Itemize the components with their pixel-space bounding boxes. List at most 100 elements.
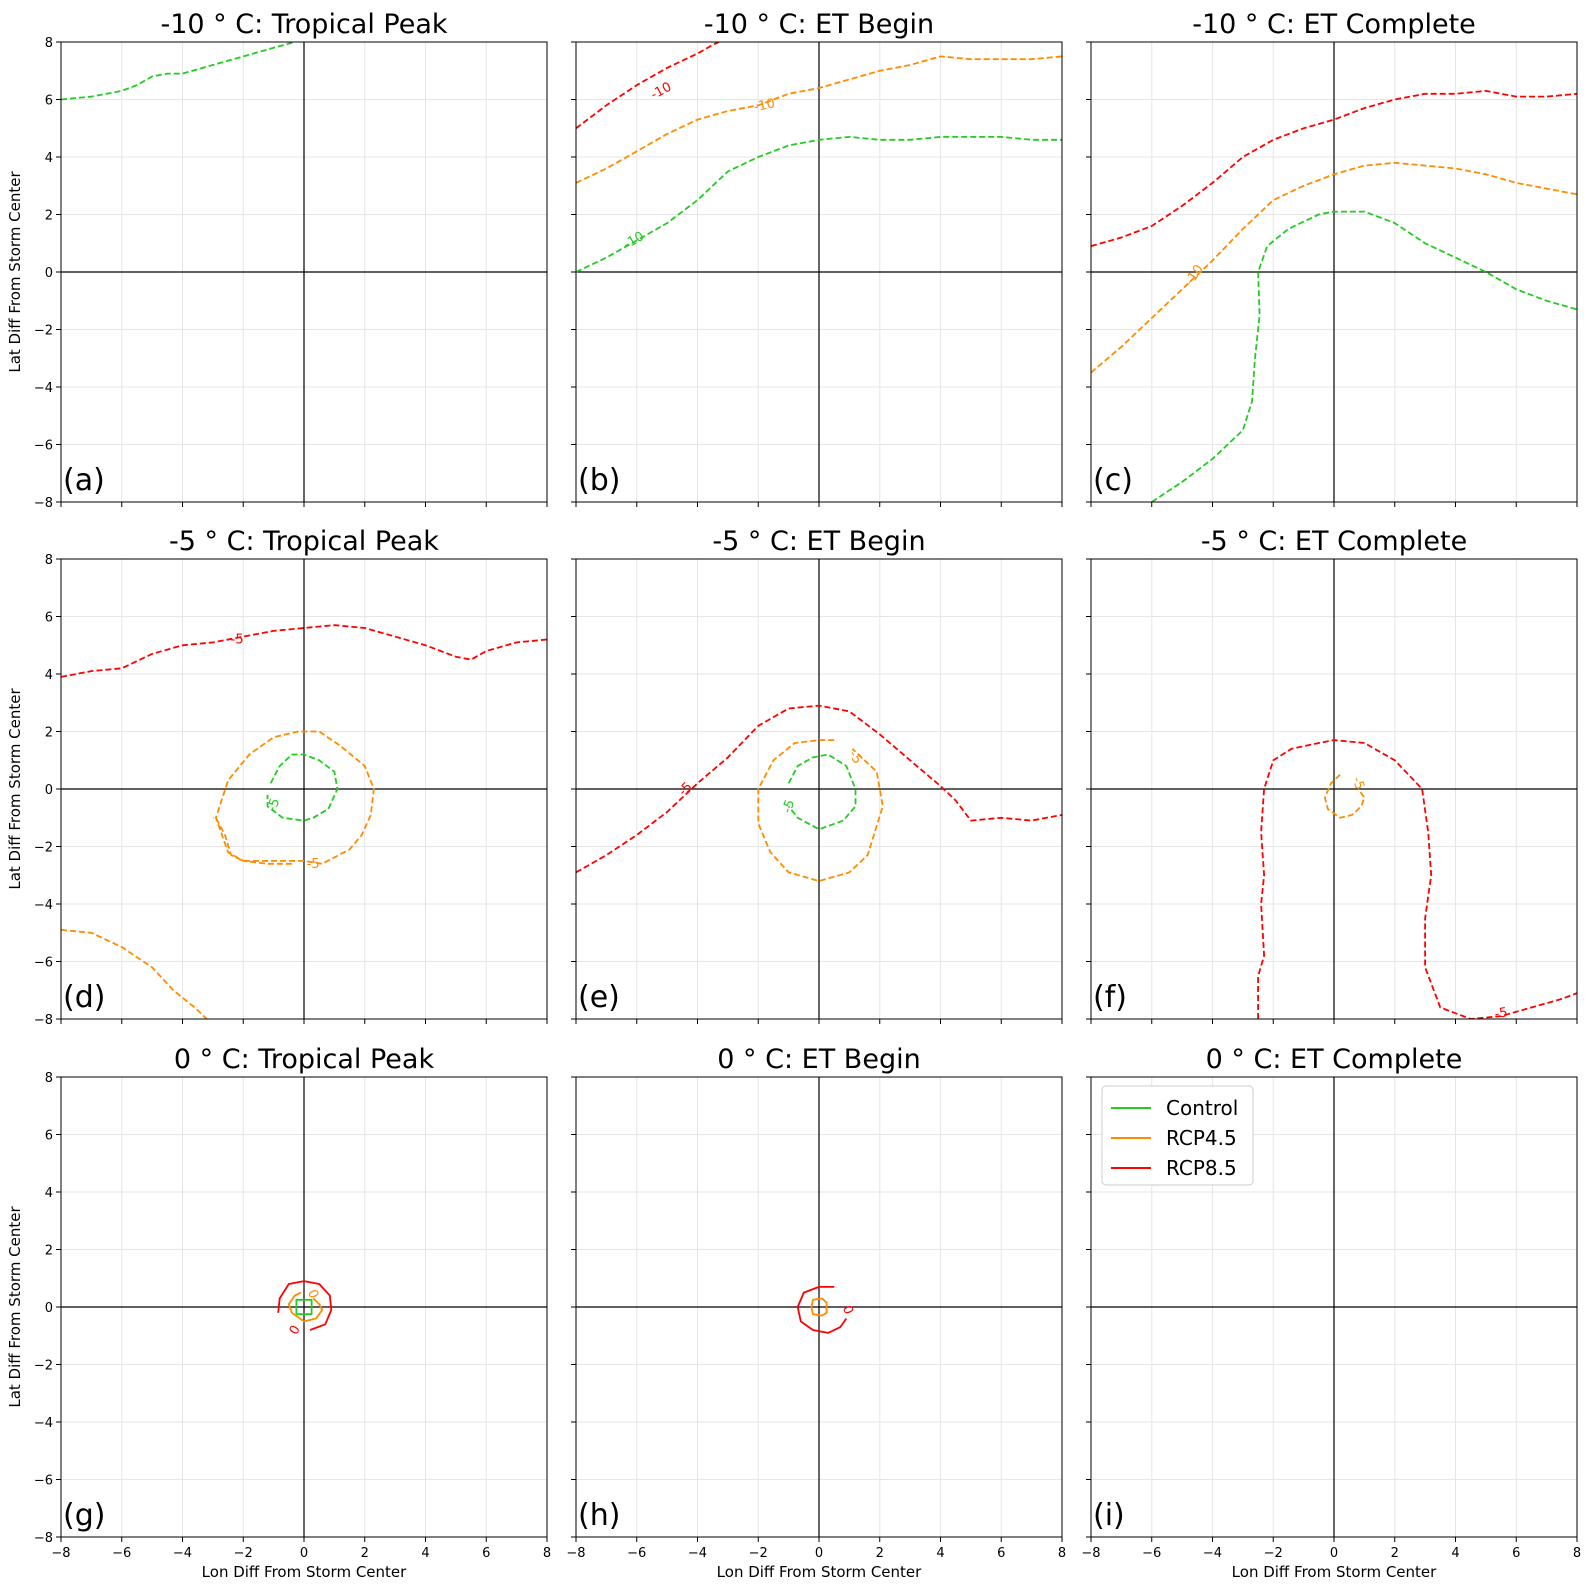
panel-g: 0 0 −8 −6 −4 −2 0 2 4 6 8 −8 −6 −4 −2 0 2 4 6 8 0 ° C: Tropi…: [6, 1044, 551, 1581]
series-line-rcp45: [1324, 773, 1366, 819]
y-tick-label: −8: [34, 1531, 53, 1546]
panel-title: -10 ° C: ET Begin: [704, 9, 934, 40]
y-axis-label: Lat Diff From Storm Center: [6, 1206, 24, 1408]
legend-entry-label: Control: [1166, 1096, 1238, 1120]
panel-title: 0 ° C: ET Complete: [1206, 1044, 1463, 1075]
y-tick-label: 2: [45, 726, 53, 741]
y-tick-label: 8: [45, 36, 53, 51]
panel-label: (c): [1093, 463, 1133, 498]
series-line-rcp85: [277, 1280, 333, 1331]
panel-e: -5 -5 -5 -5 ° C: ET Begin (e): [571, 526, 1063, 1024]
panel-d: -5 -5 -5 −8 −6 −4 −2 0 2 4 6 8 -5 ° C: Tropical Peak…: [6, 526, 548, 1028]
y-tick-label: 8: [45, 553, 53, 568]
x-axis-label: Lon Diff From Storm Center: [202, 1563, 407, 1581]
y-tick-label: 6: [45, 1129, 53, 1144]
x-tick-label: −4: [173, 1546, 192, 1561]
panel-label: (h): [578, 1498, 620, 1533]
x-tick-label: 2: [876, 1546, 884, 1561]
series-group: [1257, 739, 1577, 1019]
panel-label: (d): [63, 980, 105, 1015]
y-tick-label: −4: [34, 381, 53, 396]
y-tick-label: −2: [34, 841, 53, 856]
series-line-control: [787, 753, 857, 831]
y-axis-label: Lat Diff From Storm Center: [6, 171, 24, 373]
series-line-rcp85: [1091, 90, 1577, 247]
legend-entry-label: RCP4.5: [1166, 1126, 1237, 1150]
x-tick-label: −2: [234, 1546, 253, 1561]
y-tick-label: −2: [34, 1359, 53, 1374]
y-tick-label: −4: [34, 898, 53, 913]
series-line-rcp45: [576, 55, 1062, 184]
y-tick-label: 0: [45, 266, 53, 281]
series-line-rcp85: [796, 1286, 848, 1334]
x-tick-label: 0: [1330, 1546, 1338, 1561]
contour-label: -5: [676, 779, 696, 799]
y-tick-label: −6: [34, 1474, 53, 1489]
contour-label: 0: [839, 1304, 856, 1317]
y-tick-label: 0: [45, 1301, 53, 1316]
x-tick-label: −8: [566, 1546, 585, 1561]
series-line-rcp45: [1091, 161, 1577, 374]
y-tick-label: 2: [45, 209, 53, 224]
x-tick-label: 4: [936, 1546, 944, 1561]
panel-a: −8 −6 −4 −2 0 2 4 6 8 -10 ° C: Tropical Peak (a) La…: [6, 9, 548, 511]
x-tick-label: 0: [300, 1546, 308, 1561]
panel-title: -10 ° C: ET Complete: [1192, 9, 1476, 40]
contour-label: -5: [307, 857, 320, 872]
panel-c: -10-10 ° C: ET Complete(c): [1086, 9, 1578, 507]
y-tick-label: −6: [34, 439, 53, 454]
series-line-control: [266, 753, 339, 822]
series-line-rcp45: [757, 739, 884, 882]
y-axis-label: Lat Diff From Storm Center: [6, 688, 24, 890]
y-tick-label: −4: [34, 1416, 53, 1431]
series-group: [1091, 90, 1577, 502]
x-tick-label: 2: [1391, 1546, 1399, 1561]
panel-title: -5 ° C: Tropical Peak: [169, 526, 439, 557]
panel-label: (g): [63, 1498, 105, 1533]
x-tick-label: 6: [1512, 1546, 1520, 1561]
series-line-rcp45: [61, 929, 208, 1019]
x-tick-label: −6: [1142, 1546, 1161, 1561]
x-tick-label: 8: [1058, 1546, 1066, 1561]
series-line-control: [295, 1298, 313, 1316]
contour-label: -5: [265, 796, 284, 813]
series-line-rcp45: [287, 1291, 324, 1323]
y-tick-label: −2: [34, 324, 53, 339]
contour-label: -5: [1493, 1005, 1508, 1022]
legend: Control RCP4.5 RCP8.5: [1101, 1085, 1254, 1186]
x-tick-label: 2: [361, 1546, 369, 1561]
series-group: [576, 704, 1062, 882]
contour-label: 0: [304, 1288, 321, 1301]
x-tick-label: 4: [421, 1546, 429, 1561]
x-tick-label: 8: [543, 1546, 551, 1561]
y-tick-label: 4: [45, 1186, 53, 1201]
x-tick-label: 6: [997, 1546, 1005, 1561]
panel-title: -5 ° C: ET Begin: [712, 526, 925, 557]
series-group: [576, 42, 1062, 273]
y-tick-label: −8: [34, 1013, 53, 1028]
series-line-control: [61, 42, 296, 101]
contour-label: -5: [780, 798, 799, 815]
y-tick-label: 6: [45, 611, 53, 626]
x-tick-label: −4: [1203, 1546, 1222, 1561]
y-tick-label: 0: [45, 783, 53, 798]
x-tick-label: −4: [688, 1546, 707, 1561]
x-tick-label: −6: [627, 1546, 646, 1561]
x-axis-label: Lon Diff From Storm Center: [1232, 1563, 1437, 1581]
series-group: [796, 1286, 848, 1334]
series-line-rcp45: [212, 730, 375, 865]
panel-f: -5 -5 -5 ° C: ET Complete (f): [1086, 526, 1578, 1024]
series-group: [61, 624, 547, 1019]
x-tick-label: 6: [482, 1546, 490, 1561]
series-group: [277, 1280, 333, 1331]
y-tick-label: 8: [45, 1071, 53, 1086]
panel-label: (i): [1093, 1498, 1125, 1533]
x-axis-label: Lon Diff From Storm Center: [717, 1563, 922, 1581]
y-tick-label: 4: [45, 151, 53, 166]
series-line-control: [1151, 210, 1577, 502]
panel-title: -5 ° C: ET Complete: [1201, 526, 1467, 557]
panel-title: 0 ° C: ET Begin: [717, 1044, 920, 1075]
panel-label: (b): [578, 463, 620, 498]
series-line-rcp85: [576, 704, 1062, 874]
